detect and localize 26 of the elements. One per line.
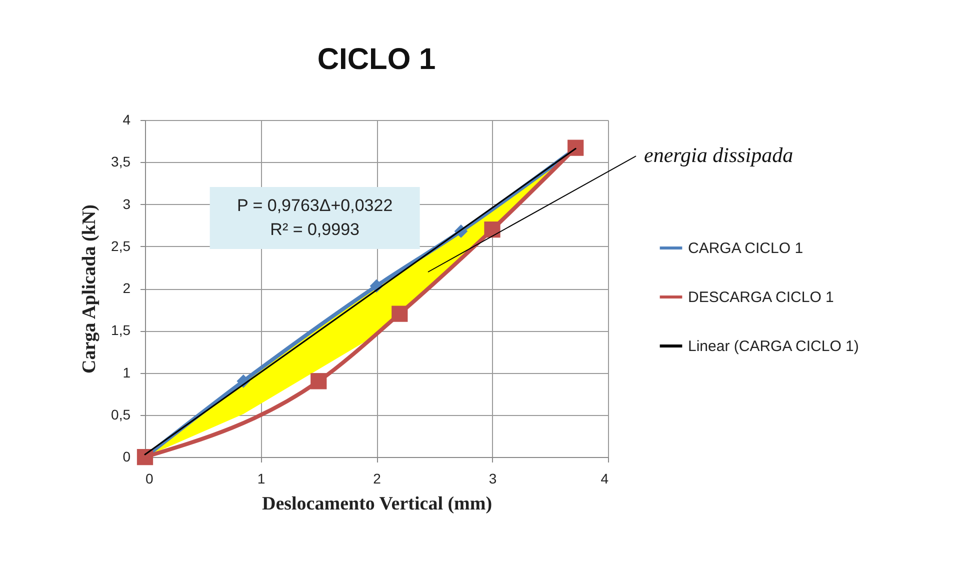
- point: [310, 373, 327, 390]
- legend-label: Linear (CARGA CICLO 1): [688, 338, 859, 355]
- chart-title: CICLO 1: [317, 43, 436, 76]
- annotation: P = 0,9763Δ+0,0322: [236, 196, 393, 215]
- point: [484, 221, 500, 238]
- x-axis-title: Deslocamento Vertical (mm): [262, 494, 492, 514]
- y-tick-label: 2: [122, 280, 131, 296]
- x-tick-label: 4: [600, 470, 609, 486]
- y-tick-label: 1,5: [111, 322, 131, 338]
- legend-label: CARGA CICLO 1: [688, 240, 804, 257]
- y-tick-label: 3: [122, 196, 131, 212]
- y-tick-label: 4: [122, 112, 131, 128]
- y-tick-label: 3,5: [111, 154, 131, 170]
- y-tick-label: 0,5: [111, 406, 131, 422]
- legend-label: DESCARGA CICLO 1: [688, 289, 834, 306]
- y-axis-title: Carga Aplicada (kN): [79, 204, 100, 374]
- y-tick-label: 1: [122, 364, 131, 380]
- point: [392, 306, 408, 322]
- x-tick-label: 1: [257, 470, 266, 486]
- x-tick-label: 3: [488, 470, 497, 486]
- annotation: R² = 0,9993: [270, 220, 360, 239]
- text: energia dissipada: [644, 143, 794, 167]
- x-tick-label: 2: [373, 470, 382, 486]
- y-tick-label: 2,5: [111, 238, 131, 254]
- y-tick-label: 0: [122, 448, 131, 464]
- x-tick-label: 0: [146, 470, 154, 486]
